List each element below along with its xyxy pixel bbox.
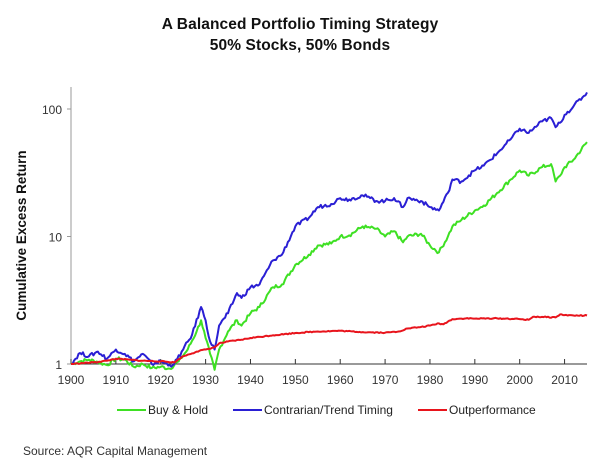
y-tick-label: 100 [42,103,62,117]
x-tick-label: 1990 [461,373,488,387]
series-line-outperformance [70,313,588,365]
series-line-buy-hold [70,141,588,371]
y-tick-label: 1 [55,358,62,372]
source-note: Source: AQR Capital Management [23,444,208,458]
x-tick-label: 1920 [147,373,174,387]
x-tick-label: 1960 [327,373,354,387]
x-ticks: 1900 1910 1920 1930 1940 1950 1960 1970 1980 1990… [58,359,578,387]
axes [70,87,587,365]
legend-label-contrarian-trend-timing: Contrarian/Trend Timing [264,403,393,417]
x-tick-label: 2010 [551,373,578,387]
x-tick-label: 1970 [372,373,399,387]
x-tick-label: 1900 [58,373,85,387]
x-tick-label: 1940 [237,373,264,387]
x-tick-label: 1980 [417,373,444,387]
legend-label-buy-hold: Buy & Hold [148,403,208,417]
x-tick-label: 1910 [103,373,130,387]
legend-label-outperformance: Outperformance [449,403,536,417]
series-line-contrarian-trend-timing [71,91,588,368]
x-tick-label: 1930 [192,373,219,387]
legend: Buy & Hold Contrarian/Trend Timing Outperf… [117,403,536,417]
y-tick-label: 10 [49,231,63,245]
y-ticks: 1 10 100 [42,103,71,372]
y-axis-label: Cumulative Excess Return [14,150,29,320]
x-tick-label: 1950 [282,373,309,387]
chart-subtitle: 50% Stocks, 50% Bonds [209,37,391,54]
x-tick-label: 2000 [506,373,533,387]
series-layer [70,91,588,371]
chart-title: A Balanced Portfolio Timing Strategy [161,16,439,33]
